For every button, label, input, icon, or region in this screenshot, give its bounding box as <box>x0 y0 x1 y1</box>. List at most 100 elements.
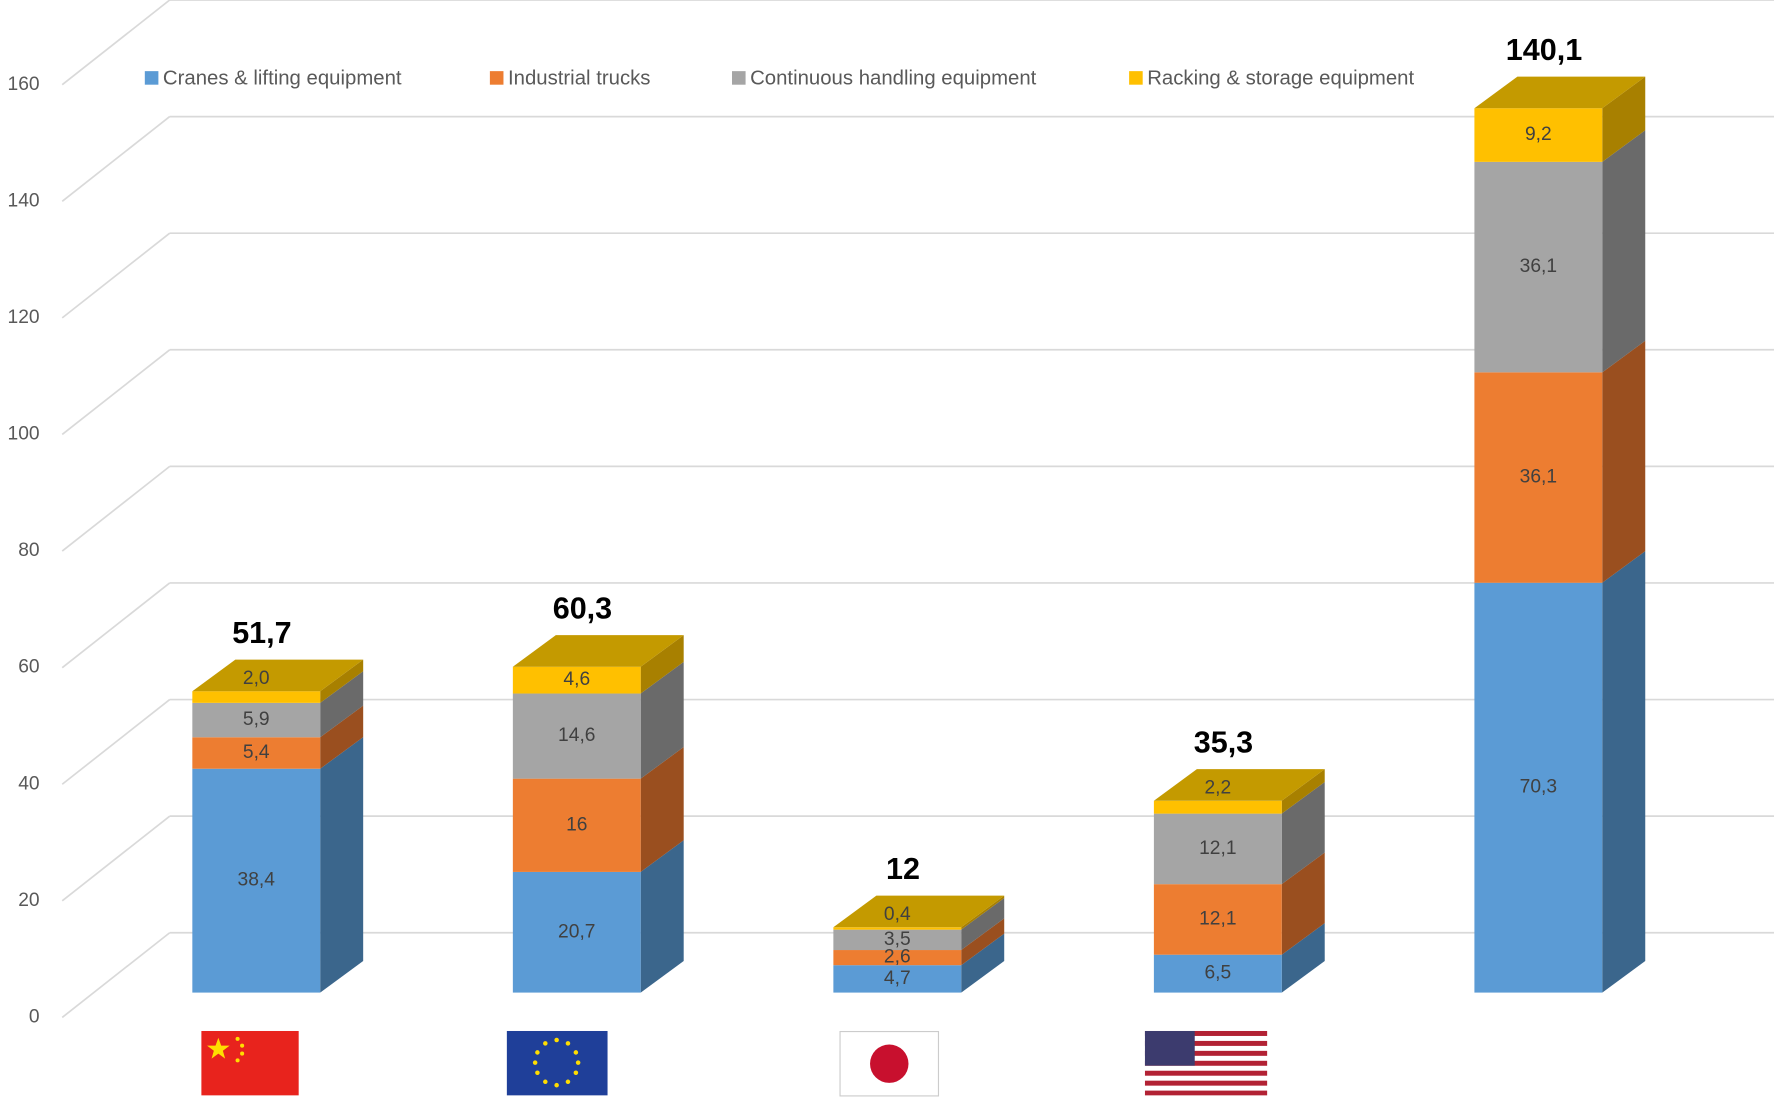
grid-diagonal <box>61 698 171 785</box>
legend-swatch <box>489 71 504 85</box>
value-label: 0,4 <box>884 904 911 925</box>
bar-top <box>1474 76 1646 109</box>
bar-side <box>320 737 364 993</box>
bar-segment <box>1474 372 1603 583</box>
bar-segment <box>512 871 641 993</box>
flag-china <box>201 1030 299 1096</box>
y-tick-label: 140 <box>8 190 40 211</box>
y-tick-label: 160 <box>8 74 40 95</box>
value-label: 3,5 <box>884 929 911 950</box>
flag-usa <box>1144 1030 1268 1096</box>
y-tick-label: 80 <box>18 540 39 561</box>
total-label: 51,7 <box>232 616 291 650</box>
value-label: 5,4 <box>243 742 270 763</box>
total-label: 35,3 <box>1194 725 1253 759</box>
value-label: 36,1 <box>1520 256 1557 277</box>
value-label: 2,2 <box>1204 777 1231 798</box>
value-label: 6,5 <box>1204 963 1231 984</box>
grid-diagonal <box>61 932 171 1019</box>
value-label: 5,9 <box>243 709 270 730</box>
bar-side <box>961 918 1005 966</box>
value-label: 2,0 <box>243 668 270 689</box>
value-label: 4,7 <box>884 968 911 989</box>
y-tick-label: 100 <box>8 424 40 445</box>
bar-stack: 38,4 5,4 5,9 2,0 51,7 <box>192 616 364 993</box>
y-tick-label: 0 <box>29 1007 40 1028</box>
bar-stack: 70,3 36,1 36,1 9,2 140,1 <box>1474 33 1646 993</box>
value-label: 12,1 <box>1199 838 1236 859</box>
legend-swatch <box>732 71 746 85</box>
bar-segment <box>512 693 641 779</box>
flag-eu <box>506 1030 608 1096</box>
bar-side <box>320 659 364 703</box>
value-label: 9,2 <box>1525 124 1552 145</box>
grid-diagonal <box>61 115 171 202</box>
bar-segment <box>192 691 321 703</box>
bar-top <box>192 659 364 692</box>
legend-label: Continuous handling equipment <box>750 67 1037 89</box>
bar-segment <box>1474 161 1603 373</box>
bar-side <box>640 661 684 779</box>
bar-side <box>1281 769 1325 814</box>
grid-diagonal <box>61 232 171 319</box>
bar-side <box>1602 340 1646 583</box>
bar-segment <box>512 778 641 872</box>
bar-stack: 4,72,63,5 0,4 12 <box>833 852 1005 993</box>
bar-stack: 20,7 16 14,6 4,6 60,3 <box>512 591 684 993</box>
bar-stack: 6,5 12,1 12,1 2,2 35,3 <box>1153 725 1325 993</box>
bar-side <box>1281 782 1325 885</box>
bar-segment <box>1153 800 1282 814</box>
bar-segment <box>192 702 321 738</box>
bar-side <box>961 898 1005 951</box>
bar-segment <box>1153 813 1282 885</box>
bar-segment <box>1474 108 1603 162</box>
total-label: 60,3 <box>553 591 612 625</box>
legend-label: Racking & storage equipment <box>1147 67 1414 89</box>
grid-diagonal <box>61 349 171 436</box>
bar-side <box>961 895 1005 930</box>
bar-top <box>833 895 1005 928</box>
bar-side <box>1602 130 1646 373</box>
bar-side <box>640 840 684 993</box>
bar-side <box>640 747 684 872</box>
bar-top <box>512 635 684 667</box>
bar-segment <box>512 666 641 694</box>
y-tick-label: 40 <box>18 773 39 794</box>
value-label: 14,6 <box>558 725 595 746</box>
bar-side <box>640 635 684 694</box>
bar-side <box>1602 551 1646 993</box>
legend-label: Industrial trucks <box>508 67 650 89</box>
value-label: 4,6 <box>563 669 590 690</box>
bar-segment <box>1153 884 1282 955</box>
value-label: 2,6 <box>884 947 911 968</box>
total-label: 140,1 <box>1506 33 1582 67</box>
flags <box>201 1030 1268 1097</box>
legend-swatch <box>1129 71 1143 85</box>
total-label: 12 <box>886 852 920 886</box>
bar-segment <box>1153 954 1282 993</box>
y-tick-label: 120 <box>8 307 40 328</box>
legend-swatch <box>144 71 159 85</box>
bar-side <box>1602 76 1646 162</box>
bar-side <box>1281 923 1325 993</box>
value-label: 12,1 <box>1199 909 1236 930</box>
grid-diagonal <box>61 0 171 86</box>
flag-japan <box>839 1030 940 1097</box>
value-label: 16 <box>566 814 587 835</box>
bar-segment <box>833 929 962 951</box>
bar-segment <box>192 737 321 769</box>
bar-side <box>320 671 364 738</box>
grid-diagonal <box>61 582 171 669</box>
bar-segment <box>833 927 962 930</box>
y-tick-label: 60 <box>18 657 39 678</box>
bar-segment <box>192 768 321 993</box>
bar-segment <box>833 965 962 993</box>
grid-diagonal <box>61 465 171 552</box>
bar-top <box>1153 769 1325 801</box>
bar-side <box>961 933 1005 993</box>
value-label: 38,4 <box>238 870 276 891</box>
grid-diagonal <box>61 815 171 902</box>
value-label: 36,1 <box>1520 467 1557 488</box>
bar-segment <box>833 950 962 966</box>
